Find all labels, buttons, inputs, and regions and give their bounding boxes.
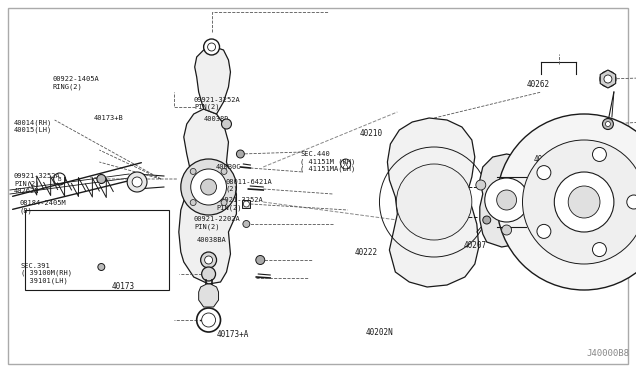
Text: 40202N: 40202N [365, 328, 394, 337]
Text: N: N [344, 161, 348, 167]
Circle shape [243, 201, 250, 207]
Text: B: B [58, 176, 61, 182]
Circle shape [537, 166, 551, 180]
Circle shape [593, 147, 606, 161]
Circle shape [593, 243, 606, 257]
Text: J40000B8: J40000B8 [586, 350, 629, 359]
Circle shape [202, 267, 216, 281]
Text: 40038D: 40038D [204, 116, 229, 122]
FancyBboxPatch shape [243, 200, 250, 208]
Circle shape [554, 172, 614, 232]
Circle shape [190, 169, 196, 174]
Text: 40262A: 40262A [534, 155, 562, 164]
Text: 40173: 40173 [111, 282, 134, 291]
Text: SEC.391
( 39100M(RH)
  39101(LH): SEC.391 ( 39100M(RH) 39101(LH) [21, 263, 72, 284]
Text: 400B0C: 400B0C [216, 164, 242, 170]
Polygon shape [195, 47, 230, 114]
Text: 08184-2405M
(8): 08184-2405M (8) [19, 200, 66, 214]
Circle shape [221, 199, 227, 206]
Circle shape [502, 225, 511, 235]
Circle shape [568, 186, 600, 218]
Text: 40038BA: 40038BA [197, 237, 227, 243]
Polygon shape [387, 118, 479, 287]
Circle shape [396, 164, 472, 240]
Text: 09921-3252A
PIN(2): 09921-3252A PIN(2) [194, 97, 241, 110]
Circle shape [221, 169, 227, 174]
Circle shape [127, 172, 147, 192]
Circle shape [537, 224, 551, 238]
Circle shape [605, 122, 611, 126]
Circle shape [202, 313, 216, 327]
Text: 40207: 40207 [464, 241, 487, 250]
Text: 40222: 40222 [355, 248, 378, 257]
Polygon shape [480, 154, 534, 247]
Text: 40173+A: 40173+A [216, 330, 248, 339]
Circle shape [205, 256, 212, 264]
Circle shape [256, 256, 265, 264]
Circle shape [483, 216, 491, 224]
Text: 40173+B: 40173+B [94, 115, 124, 121]
Circle shape [243, 221, 250, 228]
Polygon shape [179, 109, 236, 284]
Text: 08921-3252A
PIN(2): 08921-3252A PIN(2) [216, 197, 263, 211]
Circle shape [207, 43, 216, 51]
Text: 09921-3252A
PIN(2)
40262N: 09921-3252A PIN(2) 40262N [14, 173, 61, 194]
Circle shape [190, 199, 196, 206]
Circle shape [201, 252, 216, 268]
Circle shape [600, 71, 616, 87]
Circle shape [627, 195, 640, 209]
Text: 00922-1405A
RING(2): 00922-1405A RING(2) [52, 76, 99, 90]
Circle shape [98, 263, 105, 270]
Circle shape [602, 119, 613, 129]
Bar [25, 210, 169, 290]
Text: 40262: 40262 [527, 80, 550, 89]
Text: 08011-6421A
(2): 08011-6421A (2) [226, 179, 273, 192]
Circle shape [132, 177, 142, 187]
Circle shape [497, 190, 516, 210]
Text: SEC.440
( 41151M (RH)
( 41151MA(LH): SEC.440 ( 41151M (RH) ( 41151MA(LH) [300, 151, 355, 172]
Polygon shape [198, 284, 218, 307]
Circle shape [476, 180, 486, 190]
Circle shape [522, 140, 640, 264]
Circle shape [236, 150, 244, 158]
Circle shape [527, 180, 538, 190]
Circle shape [180, 159, 236, 215]
Circle shape [604, 75, 612, 83]
Circle shape [191, 169, 227, 205]
Circle shape [484, 178, 529, 222]
Circle shape [221, 119, 232, 129]
Text: 00921-2202A
PIN(2): 00921-2202A PIN(2) [194, 217, 241, 230]
Circle shape [497, 114, 640, 290]
Circle shape [201, 179, 216, 195]
Circle shape [204, 39, 220, 55]
Polygon shape [600, 70, 616, 88]
Text: 40210: 40210 [359, 129, 382, 138]
Circle shape [97, 174, 106, 183]
Text: 40014(RH)
40015(LH): 40014(RH) 40015(LH) [14, 119, 52, 134]
